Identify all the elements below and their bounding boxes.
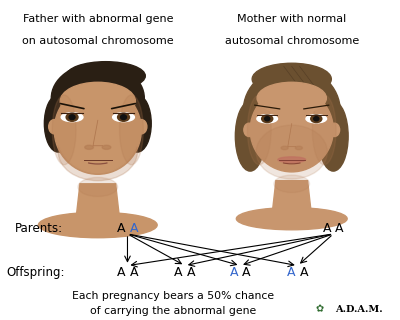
Ellipse shape (248, 95, 271, 165)
Text: Each pregnancy bears a 50% chance: Each pregnancy bears a 50% chance (72, 291, 274, 301)
Ellipse shape (244, 123, 254, 137)
Ellipse shape (235, 101, 265, 171)
Text: A: A (300, 266, 308, 279)
Ellipse shape (49, 120, 60, 134)
Ellipse shape (274, 175, 310, 193)
Text: Offspring:: Offspring: (7, 266, 65, 279)
Text: A: A (187, 266, 195, 279)
Ellipse shape (102, 145, 111, 149)
Text: on autosomal chromosome: on autosomal chromosome (22, 36, 174, 46)
Ellipse shape (306, 115, 326, 123)
Ellipse shape (318, 101, 348, 171)
Polygon shape (272, 180, 312, 215)
Ellipse shape (257, 115, 278, 123)
Ellipse shape (66, 113, 78, 121)
Ellipse shape (113, 113, 134, 122)
Ellipse shape (236, 208, 347, 230)
Text: A: A (230, 266, 238, 279)
Ellipse shape (58, 124, 137, 180)
Ellipse shape (120, 115, 126, 120)
Ellipse shape (311, 115, 322, 123)
Text: of carrying the abnormal gene: of carrying the abnormal gene (90, 306, 256, 316)
Ellipse shape (250, 88, 333, 172)
Ellipse shape (281, 146, 288, 150)
Ellipse shape (118, 113, 130, 121)
Text: A: A (174, 266, 183, 279)
Text: A: A (117, 222, 126, 235)
Ellipse shape (120, 95, 143, 165)
Ellipse shape (312, 95, 336, 165)
Text: A: A (287, 266, 296, 279)
Text: ✿: ✿ (315, 305, 324, 315)
Ellipse shape (51, 63, 144, 133)
Ellipse shape (124, 95, 151, 152)
Text: A: A (130, 266, 138, 279)
Ellipse shape (257, 82, 326, 114)
Ellipse shape (54, 85, 141, 174)
Text: Mother with normal: Mother with normal (237, 14, 346, 24)
Ellipse shape (44, 95, 72, 152)
Ellipse shape (256, 125, 327, 179)
Ellipse shape (38, 212, 157, 238)
Ellipse shape (262, 115, 273, 123)
Ellipse shape (314, 117, 319, 121)
Text: autosomal chromosome: autosomal chromosome (225, 36, 359, 46)
Ellipse shape (329, 123, 340, 137)
Ellipse shape (85, 145, 94, 149)
Text: A: A (242, 266, 251, 279)
Text: A: A (117, 266, 126, 279)
Ellipse shape (56, 87, 139, 173)
Ellipse shape (69, 115, 75, 120)
Text: Parents:: Parents: (15, 222, 63, 235)
Ellipse shape (265, 117, 270, 121)
Ellipse shape (66, 62, 145, 90)
Ellipse shape (136, 120, 147, 134)
Text: A: A (335, 222, 344, 235)
Polygon shape (76, 184, 120, 219)
Ellipse shape (61, 113, 83, 122)
Ellipse shape (295, 146, 302, 150)
Ellipse shape (252, 63, 331, 95)
Text: A: A (323, 222, 331, 235)
Text: Father with abnormal gene: Father with abnormal gene (22, 14, 173, 24)
Ellipse shape (60, 82, 135, 120)
Ellipse shape (243, 67, 340, 155)
Ellipse shape (52, 95, 76, 165)
Ellipse shape (278, 157, 306, 163)
Text: A.D.A.M.: A.D.A.M. (335, 305, 383, 314)
Text: A: A (130, 222, 138, 235)
Ellipse shape (78, 178, 118, 196)
